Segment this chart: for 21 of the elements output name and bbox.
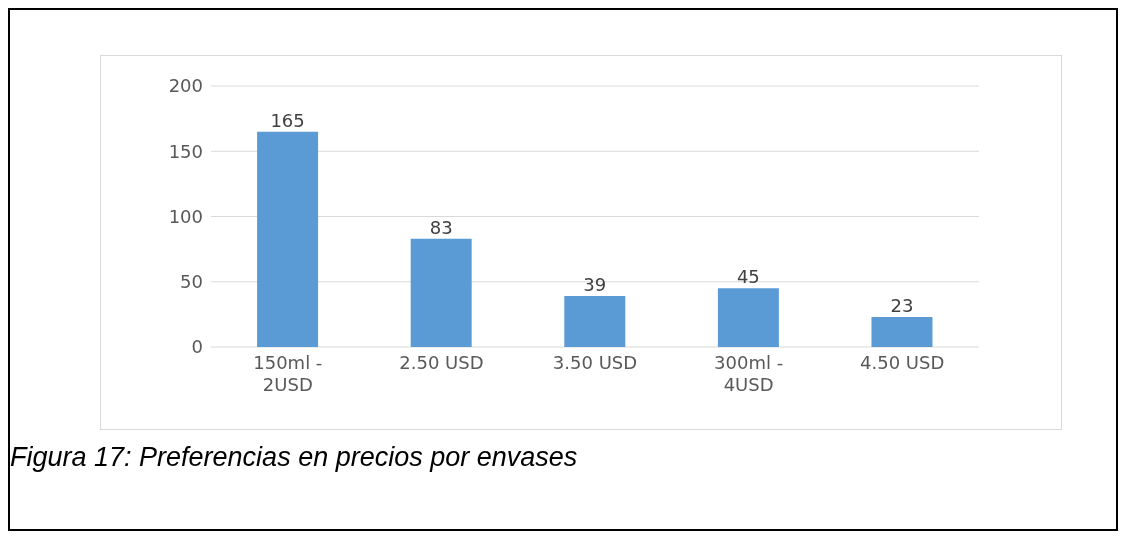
data-label: 23 [890, 294, 914, 316]
bar [717, 288, 779, 347]
bar [410, 238, 472, 347]
x-tick-label: 150ml - 2USD [253, 352, 323, 395]
y-tick-label: 150 [168, 140, 203, 162]
x-tick-label: 4.50 USD [860, 352, 945, 373]
x-tick-label: 3.50 USD [552, 352, 638, 373]
y-tick-label: 50 [180, 271, 203, 293]
bar [871, 316, 933, 347]
bar [564, 296, 626, 347]
data-label: 39 [583, 274, 607, 296]
data-label: 83 [429, 216, 453, 238]
data-label: 165 [270, 109, 305, 131]
text: Figura 17: Preferencias en precios por envases [10, 442, 578, 473]
y-tick-label: 100 [168, 205, 203, 227]
bar [257, 131, 319, 347]
y-tick-label: 0 [191, 336, 203, 358]
x-tick-label: 2.50 USD [399, 352, 484, 373]
y-tick-label: 200 [168, 75, 203, 97]
data-label: 45 [736, 266, 760, 288]
x-tick-label: 300ml - 4USD [714, 352, 784, 395]
